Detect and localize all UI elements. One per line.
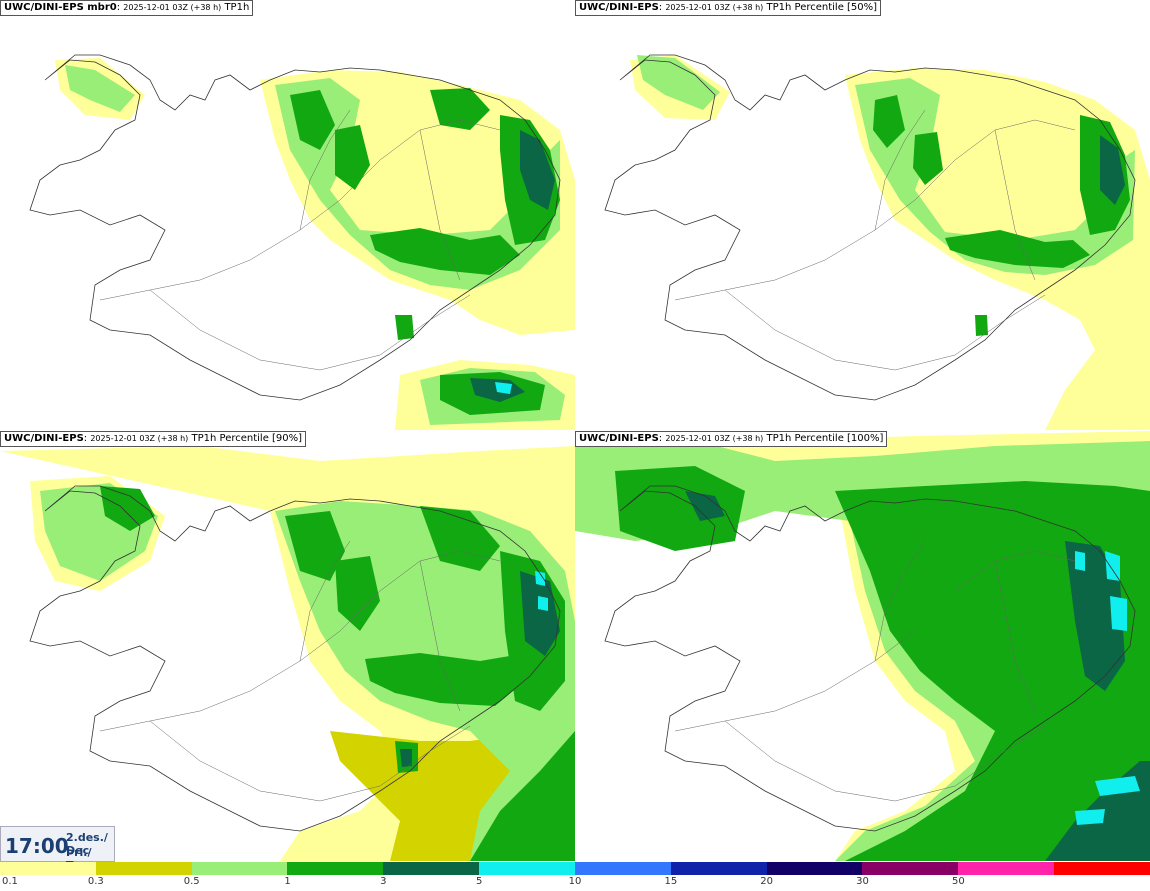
valid-time: 17:00	[5, 834, 69, 858]
map-panel-p90: UWC/DINI-EPS: 2025-12-01 03Z (+38 h) TP1…	[0, 431, 575, 861]
valid-time-box: 17:00 2.des./ Dec Þri./ Tue	[0, 826, 115, 872]
panel-title: UWC/DINI-EPS mbr0: 2025-12-01 03Z (+38 h…	[0, 0, 254, 16]
colorbar-label: 10	[568, 876, 582, 887]
colorbar-label: 50	[951, 876, 965, 887]
precip-map-p100	[575, 431, 1150, 861]
colorbar-labels: 0.1 0.3 0.5 1 3 5 10 15 20 30 50	[0, 876, 1150, 891]
colorbar-segment	[95, 862, 192, 875]
valid-date: 2.des./ Dec	[66, 831, 108, 857]
colorbar-segment	[191, 862, 288, 875]
colorbar-label: 30	[856, 876, 869, 887]
colorbar-label: 0.1	[2, 876, 18, 887]
colorbar-segment	[479, 862, 575, 875]
colorbar-label: 0.3	[87, 876, 104, 887]
colorbar-segment	[1054, 862, 1150, 875]
precip-map-member0	[0, 0, 575, 430]
colorbar-label: 0.5	[183, 876, 200, 887]
precip-map-p50	[575, 0, 1150, 430]
colorbar-segment	[383, 862, 480, 875]
panel-title: UWC/DINI-EPS: 2025-12-01 03Z (+38 h) TP1…	[575, 431, 888, 447]
map-panel-member0: UWC/DINI-EPS mbr0: 2025-12-01 03Z (+38 h…	[0, 0, 575, 430]
panel-title: UWC/DINI-EPS: 2025-12-01 03Z (+38 h) TP1…	[575, 0, 882, 16]
map-panel-p50: UWC/DINI-EPS: 2025-12-01 03Z (+38 h) TP1…	[575, 0, 1150, 430]
colorbar-segment	[0, 862, 96, 875]
colorbar-label: 15	[664, 876, 678, 887]
colorbar-segment	[670, 862, 767, 875]
colorbar-segment	[862, 862, 959, 875]
colorbar-segment	[574, 862, 671, 875]
precip-map-p90	[0, 431, 575, 861]
colorbar-label: 20	[760, 876, 774, 887]
colorbar-segment	[958, 862, 1055, 875]
precip-colorbar	[0, 862, 1150, 875]
panel-title: UWC/DINI-EPS: 2025-12-01 03Z (+38 h) TP1…	[0, 431, 307, 447]
map-panel-p100: UWC/DINI-EPS: 2025-12-01 03Z (+38 h) TP1…	[575, 431, 1150, 861]
colorbar-label: 3	[380, 876, 387, 887]
colorbar-label: 1	[284, 876, 291, 887]
colorbar-segment	[766, 862, 863, 875]
colorbar-segment	[287, 862, 384, 875]
colorbar-label: 5	[475, 876, 483, 887]
